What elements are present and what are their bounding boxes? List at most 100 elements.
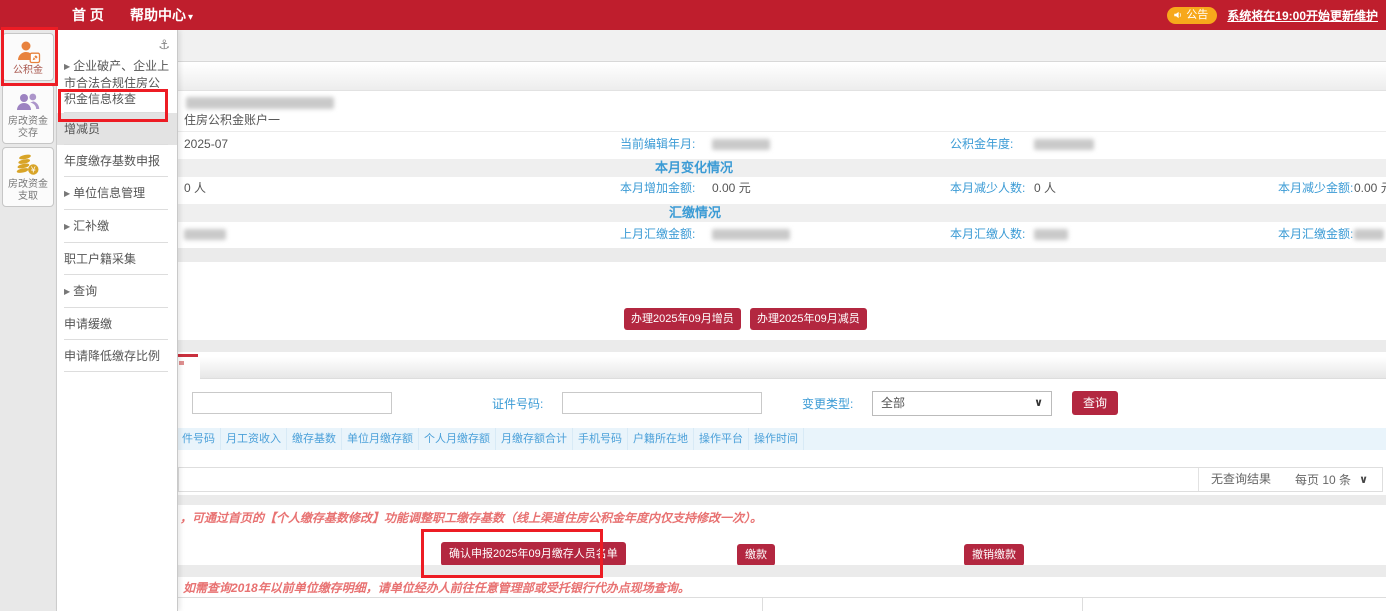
menu-item-hukou-collect[interactable]: 职工户籍采集 bbox=[57, 243, 177, 275]
divider bbox=[178, 495, 1386, 505]
tab-text-fragment bbox=[179, 361, 184, 365]
edit-month-value: 2025-07 bbox=[184, 137, 229, 151]
rail-item-label: 房改资金支取 bbox=[8, 179, 48, 202]
menu-item-unit-info[interactable]: ▶ 单位信息管理 bbox=[57, 177, 177, 210]
people-icon bbox=[17, 93, 40, 110]
table-header-cell: 个人月缴存额 bbox=[419, 428, 496, 450]
table-header-cell: 缴存基数 bbox=[287, 428, 342, 450]
table-column-divider bbox=[1082, 598, 1083, 611]
menu-item-apply-lower-ratio[interactable]: 申请降低缴存比例 bbox=[57, 340, 177, 372]
minus-amount-label: 本月减少金额: bbox=[1278, 181, 1354, 195]
svg-text:¥: ¥ bbox=[31, 165, 36, 174]
month-remit-count-label: 本月汇缴人数: bbox=[950, 227, 1026, 241]
remittance-title: 汇缴情况 bbox=[669, 205, 722, 220]
flyout-menu: ⚓ ▶ 企业破产、企业上市合法合规住房公积金信息核查 增减员 年度缴存基数申报 ▶… bbox=[57, 30, 178, 611]
cancel-pay-button[interactable]: 撤销缴款 bbox=[964, 544, 1024, 566]
menu-item-query[interactable]: ▶ 查询 bbox=[57, 275, 177, 308]
rail-item-label: 公积金 bbox=[13, 65, 43, 76]
anchor-pin-icon[interactable]: ⚓ bbox=[158, 37, 170, 52]
menu-item-apply-deferral[interactable]: 申请缓缴 bbox=[57, 308, 177, 340]
redacted-month-remit-count-value bbox=[1034, 229, 1068, 240]
divider bbox=[178, 248, 1386, 262]
speaker-icon bbox=[1174, 11, 1182, 19]
remittance-row: 上月汇缴金额: 本月汇缴人数: 本月汇缴金额: bbox=[178, 224, 1386, 244]
chevron-down-icon: ▾ bbox=[188, 12, 194, 23]
menu-item-huibujiao[interactable]: ▶ 汇补缴 bbox=[57, 210, 177, 243]
rail-item-fanggai-jiaocun[interactable]: 房改资金交存 bbox=[2, 84, 54, 144]
section-header-band bbox=[178, 63, 1386, 91]
chevron-down-icon: ∨ bbox=[1359, 474, 1368, 486]
nav-home-link[interactable]: 首 页 bbox=[72, 7, 104, 23]
submenu-arrow-icon: ▶ bbox=[64, 189, 71, 198]
table-header-cell: 操作时间 bbox=[749, 428, 804, 450]
change-type-label: 变更类型: bbox=[802, 397, 854, 411]
coins-icon: ¥ bbox=[16, 154, 39, 175]
menu-item-label: 职工户籍采集 bbox=[64, 252, 137, 266]
page-size-label: 每页 10 条 bbox=[1295, 473, 1352, 487]
divider bbox=[178, 565, 1386, 577]
fund-year-label: 公积金年度: bbox=[950, 137, 1014, 151]
divider bbox=[178, 131, 1386, 132]
announcement-badge-label: 公告 bbox=[1186, 8, 1209, 21]
menu-item-label: 申请缓缴 bbox=[64, 317, 113, 331]
confirm-declare-button[interactable]: 确认申报2025年09月缴存人员名单 bbox=[441, 542, 626, 566]
menu-item-label: 申请降低缴存比例 bbox=[64, 349, 161, 363]
announcement-badge: 公告 bbox=[1167, 6, 1218, 24]
nav-help-menu[interactable]: 帮助中心 ▾ bbox=[130, 0, 193, 33]
nav-help-label: 帮助中心 bbox=[130, 7, 186, 23]
menu-item-zengjianyuan[interactable]: 增减员 bbox=[57, 113, 177, 145]
chevron-down-icon: ∨ bbox=[1034, 397, 1043, 409]
table-header-cell: 手机号码 bbox=[573, 428, 628, 450]
add-amount-value: 0.00 元 bbox=[712, 181, 751, 195]
add-count-value: 0 人 bbox=[184, 181, 207, 195]
maintenance-notice-link[interactable]: 系统将在19:00开始更新维护 bbox=[1227, 8, 1378, 23]
page-size-select[interactable]: 每页 10 条 ∨ bbox=[1295, 471, 1382, 488]
change-type-selected-value: 全部 bbox=[881, 396, 906, 410]
active-tab-indicator bbox=[178, 354, 198, 357]
pay-button[interactable]: 缴款 bbox=[737, 544, 775, 566]
monthly-change-title: 本月变化情况 bbox=[655, 160, 734, 175]
bottom-empty-table bbox=[178, 597, 1386, 611]
minus-count-label: 本月减少人数: bbox=[950, 181, 1026, 195]
history-query-notice: 如需查询2018年以前单位缴存明细，请单位经办人前往任意管理部或受托银行代办点现… bbox=[183, 581, 690, 595]
account-name-label: 住房公积金账户一 bbox=[184, 113, 281, 127]
table-header-cell: 单位月缴存额 bbox=[342, 428, 419, 450]
empty-result-text: 无查询结果 bbox=[1198, 468, 1295, 491]
divider bbox=[178, 340, 1386, 352]
month-remit-amount-label: 本月汇缴金额: bbox=[1278, 227, 1354, 241]
menu-item-enterprise-check[interactable]: ▶ 企业破产、企业上市合法合规住房公积金信息核查 bbox=[57, 54, 177, 113]
add-member-button[interactable]: 办理2025年09月增员 bbox=[624, 308, 741, 330]
submenu-arrow-icon: ▶ bbox=[64, 62, 71, 71]
base-adjust-notice: ，可通过首页的【个人缴存基数修改】功能调整职工缴存基数（线上渠道住房公积金年度内… bbox=[180, 511, 763, 525]
menu-item-label: 查询 bbox=[73, 284, 98, 298]
menu-item-label: 增减员 bbox=[64, 122, 101, 136]
redacted-current-edit-month-value bbox=[712, 139, 770, 150]
query-button[interactable]: 查询 bbox=[1072, 391, 1119, 415]
pagination-bar: 无查询结果 每页 10 条 ∨ bbox=[178, 467, 1383, 492]
rail-item-label: 房改资金交存 bbox=[8, 116, 48, 139]
table-column-divider bbox=[762, 598, 763, 611]
top-section-band bbox=[178, 30, 1386, 62]
last-remit-amount-label: 上月汇缴金额: bbox=[620, 227, 696, 241]
person-edit-icon bbox=[18, 41, 41, 64]
top-navbar: 首 页 帮助中心 ▾ 公告 系统将在19:00开始更新维护 bbox=[0, 0, 1386, 30]
minus-amount-value: 0.00 元 bbox=[1354, 181, 1386, 195]
redacted-last-remit-amount-value bbox=[712, 229, 790, 240]
name-input[interactable] bbox=[192, 392, 392, 414]
table-header-cell: 月工资收入 bbox=[221, 428, 287, 450]
remove-member-button[interactable]: 办理2025年09月减员 bbox=[750, 308, 867, 330]
menu-item-label: 单位信息管理 bbox=[73, 186, 146, 200]
monthly-change-band: 本月变化情况 bbox=[178, 159, 1386, 177]
menu-item-label: 年度缴存基数申报 bbox=[64, 154, 161, 168]
cert-no-input[interactable] bbox=[562, 392, 762, 414]
table-header-cell: 操作平台 bbox=[694, 428, 749, 450]
rail-item-fanggai-zhiqu[interactable]: ¥ 房改资金支取 bbox=[2, 147, 54, 207]
table-header-row: 件号码 月工资收入 缴存基数 单位月缴存额 个人月缴存额 月缴存额合计 手机号码… bbox=[178, 428, 1386, 450]
minus-count-value: 0 人 bbox=[1034, 181, 1057, 195]
menu-item-label: 企业破产、企业上市合法合规住房公积金信息核查 bbox=[64, 59, 170, 106]
change-type-select[interactable]: 全部 ∨ bbox=[872, 391, 1052, 416]
rail-item-gongjijin[interactable]: 公积金 bbox=[2, 33, 54, 81]
menu-item-annual-base-declare[interactable]: 年度缴存基数申报 bbox=[57, 145, 177, 177]
cert-no-label: 证件号码: bbox=[492, 397, 544, 411]
menu-item-label: 汇补缴 bbox=[73, 219, 110, 233]
